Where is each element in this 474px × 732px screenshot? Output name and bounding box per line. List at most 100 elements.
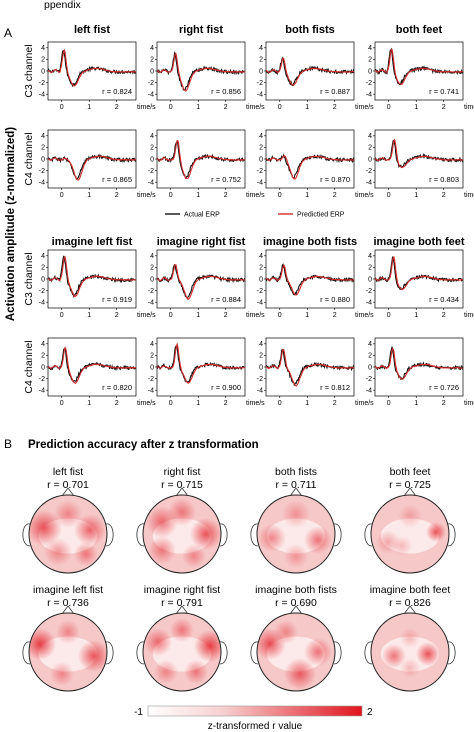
heat-blobs [146, 498, 221, 568]
colorbar-scale [147, 705, 363, 717]
topo-map-r-value: r = 0.826 [389, 597, 431, 609]
x-tick-label: 0 [60, 400, 64, 407]
x-tick-label: 0 [387, 312, 391, 319]
y-tick-label: 2 [259, 57, 263, 64]
x-tick-label: 1 [305, 104, 309, 111]
correlation-value: r = 0.919 [102, 295, 132, 304]
x-tick-label: 2 [442, 104, 446, 111]
y-tick-label: -2 [366, 376, 372, 383]
predicted-erp-line [265, 264, 355, 296]
predicted-erp-line [374, 256, 464, 290]
x-unit-label: time/s [137, 400, 156, 407]
x-tick-label: 1 [305, 312, 309, 319]
x-tick-label: 2 [115, 400, 119, 407]
y-tick-label: 4 [150, 45, 154, 52]
y-tick-label: 0 [368, 68, 372, 75]
x-tick-label: 1 [196, 312, 200, 319]
actual-erp-line [156, 141, 246, 180]
x-unit-label: time/s [464, 192, 474, 199]
left-ear-icon [22, 523, 31, 547]
predicted-erp-line [156, 52, 246, 92]
y-tick-label: 2 [150, 265, 154, 272]
x-tick-label: 2 [442, 192, 446, 199]
x-unit-label: time/s [355, 312, 374, 319]
y-tick-label: -4 [366, 300, 372, 307]
nose-icon [289, 605, 303, 615]
heat-blob [74, 542, 98, 566]
head-outline [142, 494, 222, 574]
correlation-value: r = 0.870 [320, 175, 350, 184]
predicted-erp-line [265, 57, 355, 87]
y-tick-label: 4 [41, 133, 45, 140]
head-outline [142, 612, 222, 692]
left-ear-icon [364, 641, 373, 665]
head-outline [370, 494, 450, 574]
legend-actual-label: Actual ERP [184, 212, 220, 219]
x-unit-label: time/s [355, 400, 374, 407]
predicted-erp-line [47, 155, 137, 181]
topo-map-label: imagine both fists [255, 584, 337, 596]
right-ear-icon [219, 641, 228, 665]
condition-title: imagine both fists [263, 236, 357, 248]
x-tick-label: 2 [224, 400, 228, 407]
y-tick-label: 4 [259, 253, 263, 260]
y-tick-label: 0 [41, 364, 45, 371]
y-tick-label: -2 [366, 168, 372, 175]
y-tick-label: 0 [150, 68, 154, 75]
y-tick-label: -2 [39, 288, 45, 295]
heat-blob [284, 658, 316, 690]
heat-blobs [144, 618, 221, 684]
x-unit-label: time/s [137, 104, 156, 111]
y-tick-label: 0 [41, 156, 45, 163]
heat-blobs [258, 500, 332, 568]
erp-plot: 4 2 0 -2 -4 0 1 2 time/s r = 0.870 [257, 129, 374, 199]
x-tick-label: 2 [333, 192, 337, 199]
topo-map-label: imagine right fist [144, 584, 221, 596]
y-tick-label: 0 [150, 156, 154, 163]
erp-grid: left fist right fist both fists both feet C3… [23, 24, 474, 407]
y-tick-label: -2 [366, 80, 372, 87]
nose-icon [61, 487, 75, 497]
x-tick-label: 0 [387, 104, 391, 111]
y-tick-label: -4 [257, 388, 263, 395]
x-tick-label: 2 [224, 312, 228, 319]
topo-map-r-value: r = 0.725 [389, 479, 431, 491]
x-tick-label: 1 [87, 192, 91, 199]
left-ear-icon [364, 523, 373, 547]
panel-b-title: Prediction accuracy after z transformati… [28, 439, 259, 451]
heat-blob [154, 660, 178, 684]
colorbar: -1 2 z-transformed r value [134, 705, 373, 732]
erp-plot: 4 2 0 -2 -4 0 1 2 time/s r = 0.741 [366, 41, 474, 111]
condition-title: imagine right fist [157, 236, 246, 248]
heat-blob [282, 500, 310, 528]
topo-map-label: left fist [53, 466, 83, 478]
y-tick-label: 4 [259, 45, 263, 52]
heat-blob [304, 526, 332, 554]
correlation-value: r = 0.803 [429, 175, 459, 184]
legend-predicted-label: Predictied ERP [297, 212, 345, 219]
condition-title: both fists [285, 24, 335, 36]
y-tick-label: -2 [257, 168, 263, 175]
heat-blob [170, 618, 194, 642]
x-tick-label: 0 [169, 312, 173, 319]
x-tick-label: 1 [87, 400, 91, 407]
y-tick-label: -4 [257, 300, 263, 307]
y-tick-label: 0 [41, 68, 45, 75]
heat-blobs [380, 628, 440, 678]
nose-icon [61, 605, 75, 615]
colorbar-max: 2 [367, 707, 373, 718]
erp-plot: 4 2 0 -2 -4 0 1 2 time/s r = 0.803 [366, 129, 474, 199]
x-unit-label: time/s [246, 400, 265, 407]
x-unit-label: time/s [246, 312, 265, 319]
heat-blob [426, 522, 446, 542]
y-tick-label: -4 [39, 388, 45, 395]
y-tick-label: -2 [257, 288, 263, 295]
channel-label: C3 channel [23, 252, 35, 305]
x-tick-label: 0 [60, 312, 64, 319]
condition-title: left fist [74, 24, 110, 36]
erp-plot: 4 2 0 -2 -4 0 1 2 time/s r = 0.884 [148, 249, 265, 319]
condition-title: right fist [179, 24, 223, 36]
x-tick-label: 0 [278, 312, 282, 319]
correlation-value: r = 0.824 [102, 87, 132, 96]
panel-a-tag: A [4, 26, 12, 40]
